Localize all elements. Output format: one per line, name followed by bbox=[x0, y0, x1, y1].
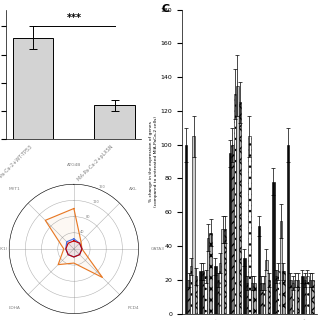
Bar bbox=[280, 221, 282, 314]
Bar bbox=[275, 276, 277, 314]
Bar bbox=[224, 229, 227, 314]
Bar bbox=[221, 229, 224, 314]
Bar bbox=[236, 85, 238, 314]
Bar bbox=[192, 136, 195, 314]
Bar bbox=[289, 280, 292, 314]
Bar bbox=[287, 145, 289, 314]
Bar bbox=[243, 258, 245, 314]
Bar bbox=[185, 145, 188, 314]
Polygon shape bbox=[45, 209, 102, 277]
X-axis label: Cell types: Cell types bbox=[58, 191, 90, 196]
Bar bbox=[272, 182, 275, 314]
Y-axis label: % change in the expression of genes
(compared to untreated MIA-PaCa-2 cells): % change in the expression of genes (com… bbox=[149, 116, 157, 207]
Bar bbox=[292, 283, 294, 314]
Bar bbox=[297, 280, 299, 314]
Bar bbox=[207, 237, 210, 314]
Bar bbox=[228, 153, 231, 314]
Bar bbox=[94, 105, 135, 139]
Bar bbox=[304, 280, 306, 314]
Bar bbox=[282, 271, 284, 314]
Bar bbox=[231, 145, 234, 314]
Bar bbox=[219, 263, 221, 314]
Bar bbox=[199, 271, 202, 314]
Bar bbox=[245, 283, 248, 314]
Text: ***: *** bbox=[66, 13, 81, 23]
Bar bbox=[253, 283, 256, 314]
Bar bbox=[238, 102, 241, 314]
Bar bbox=[202, 271, 204, 314]
Bar bbox=[258, 226, 260, 314]
Bar bbox=[12, 38, 53, 139]
Bar bbox=[268, 280, 270, 314]
Polygon shape bbox=[66, 241, 82, 257]
Bar bbox=[277, 271, 280, 314]
Bar bbox=[311, 280, 314, 314]
Bar bbox=[190, 266, 192, 314]
Bar bbox=[263, 283, 265, 314]
Bar bbox=[234, 94, 236, 314]
Text: C: C bbox=[162, 4, 170, 13]
Bar bbox=[217, 280, 219, 314]
Bar bbox=[204, 276, 207, 314]
Bar bbox=[214, 266, 217, 314]
Bar bbox=[301, 276, 304, 314]
Bar bbox=[248, 136, 251, 314]
Bar bbox=[309, 280, 311, 314]
Bar bbox=[251, 283, 253, 314]
Bar bbox=[265, 260, 268, 314]
Polygon shape bbox=[66, 239, 82, 257]
Bar bbox=[260, 283, 263, 314]
Bar bbox=[210, 233, 212, 314]
Bar bbox=[306, 276, 309, 314]
Bar bbox=[188, 280, 190, 314]
Bar bbox=[294, 280, 297, 314]
Bar bbox=[195, 276, 197, 314]
